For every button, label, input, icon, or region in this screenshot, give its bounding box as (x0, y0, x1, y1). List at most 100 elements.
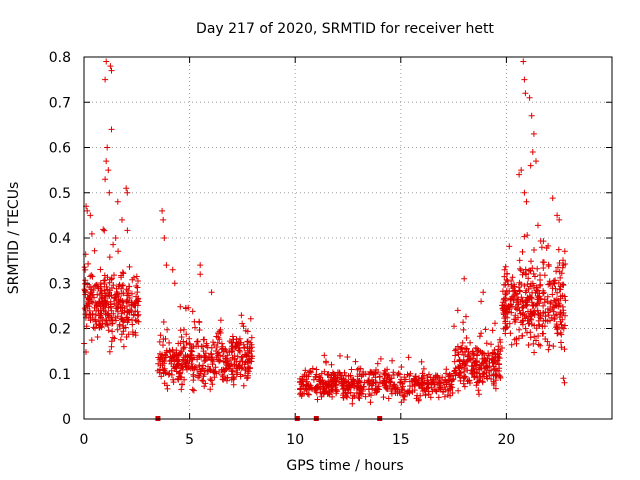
data-point (202, 357, 209, 364)
data-point (194, 338, 201, 345)
data-point (389, 357, 396, 364)
data-point (388, 390, 395, 397)
data-point (362, 393, 369, 400)
data-point (124, 303, 130, 310)
data-point (519, 304, 526, 311)
data-point (377, 355, 384, 362)
data-point (394, 384, 401, 391)
data-point (504, 271, 511, 277)
data-point (476, 391, 482, 398)
data-point (531, 349, 538, 356)
data-point (447, 385, 454, 392)
data-point (456, 365, 462, 372)
data-point (160, 319, 167, 325)
data-point (455, 371, 462, 378)
data-point (82, 266, 89, 273)
data-point (476, 333, 483, 340)
data-point (531, 308, 538, 315)
data-point (112, 314, 119, 321)
data-point (189, 386, 196, 393)
data-point (443, 370, 449, 377)
data-point (321, 368, 328, 375)
data-point (507, 296, 514, 303)
data-point (101, 277, 107, 284)
data-point (87, 284, 94, 291)
data-point (87, 273, 94, 280)
data-point (163, 262, 170, 269)
data-point (451, 367, 458, 374)
data-point (518, 167, 525, 174)
x-axis-label: GPS time / hours (286, 458, 403, 474)
data-point (347, 389, 354, 396)
data-point (247, 365, 254, 372)
data-point (557, 283, 564, 290)
data-point (440, 380, 447, 387)
data-point (203, 342, 210, 349)
data-point (456, 372, 463, 379)
data-point (475, 387, 482, 394)
data-point (561, 248, 568, 255)
data-point (545, 281, 552, 288)
data-point (538, 244, 545, 251)
data-point (382, 370, 389, 377)
data-point (486, 352, 492, 359)
data-point (354, 383, 361, 390)
data-point (490, 378, 497, 385)
data-point (561, 346, 568, 353)
data-point (156, 369, 163, 376)
data-point (85, 295, 92, 302)
data-point (208, 377, 215, 384)
data-point (383, 379, 390, 386)
data-point (390, 372, 397, 378)
data-point (201, 367, 208, 374)
data-point (98, 295, 105, 302)
data-point (302, 367, 309, 374)
data-point (103, 317, 110, 324)
data-point (455, 387, 462, 394)
data-point (388, 388, 395, 394)
data-point (511, 287, 518, 294)
data-point (499, 345, 505, 351)
data-point (532, 273, 538, 280)
data-point (123, 286, 130, 293)
x-tick-label: 20 (497, 432, 515, 448)
data-point (197, 271, 204, 278)
data-point (533, 337, 539, 344)
data-point (129, 276, 136, 283)
data-point (108, 338, 115, 345)
y-tick-label: 0.7 (49, 95, 71, 111)
data-point (474, 379, 480, 386)
data-point (508, 278, 515, 284)
data-point (551, 316, 558, 323)
data-point (400, 392, 407, 399)
data-point (102, 302, 109, 309)
data-point (475, 378, 482, 385)
data-point (470, 366, 477, 373)
data-point (483, 340, 490, 347)
data-point (385, 395, 392, 402)
data-point (189, 308, 196, 315)
data-point (322, 358, 329, 365)
data-point (105, 312, 112, 319)
data-point (469, 355, 476, 362)
data-point (160, 336, 167, 343)
data-point (429, 388, 436, 395)
data-point (503, 276, 510, 283)
data-point (230, 381, 237, 388)
data-point (484, 364, 491, 371)
data-point (132, 302, 138, 309)
data-point (308, 369, 315, 376)
data-point (381, 380, 387, 387)
data-point (540, 330, 547, 337)
data-point (492, 385, 499, 392)
data-point (134, 289, 141, 296)
data-point (297, 386, 304, 393)
data-point (242, 372, 248, 379)
data-point (224, 374, 231, 381)
data-point (500, 325, 507, 332)
data-point (160, 342, 166, 349)
data-point (88, 230, 95, 237)
data-point (425, 381, 431, 388)
data-point (307, 368, 314, 375)
data-point (349, 381, 356, 388)
